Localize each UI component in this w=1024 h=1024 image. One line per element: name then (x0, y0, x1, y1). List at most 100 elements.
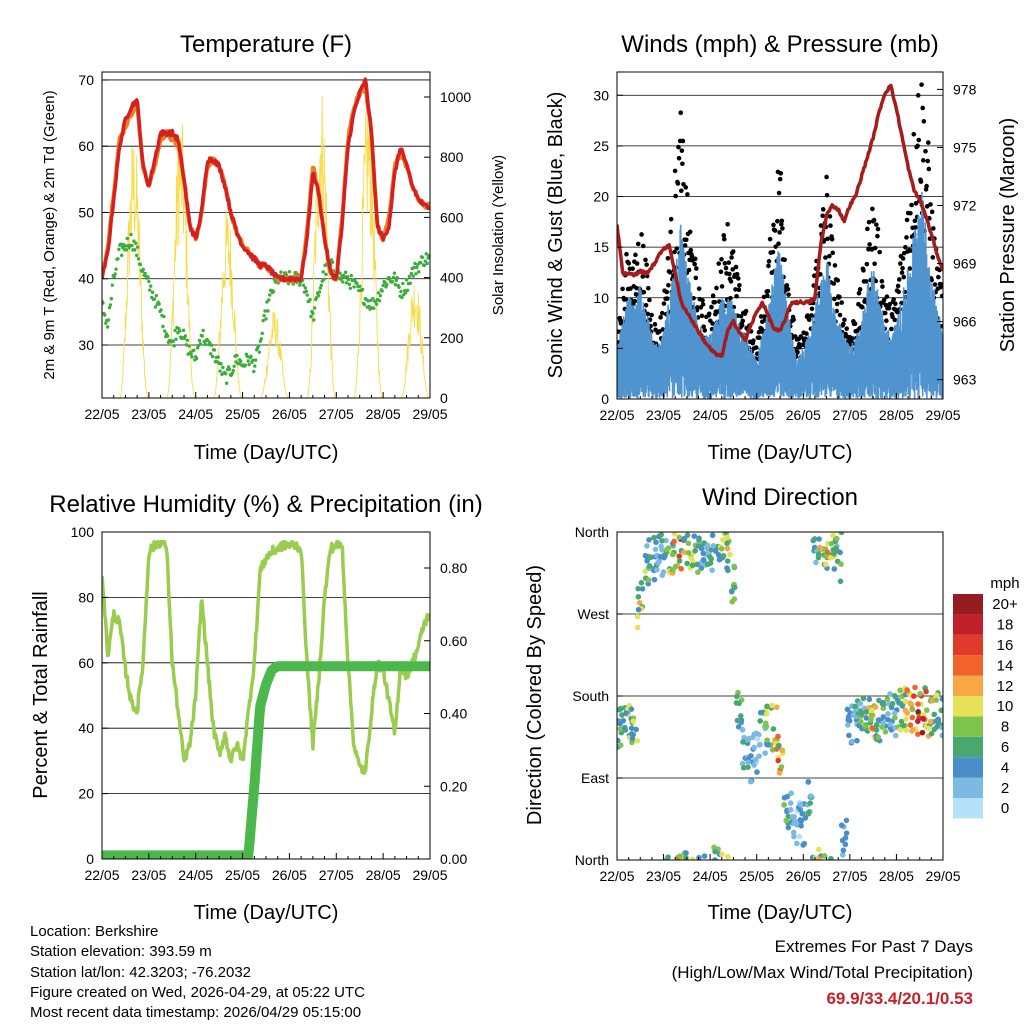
gust-point (930, 255, 936, 260)
dewpoint-point (261, 318, 265, 323)
gust-point (692, 261, 697, 267)
gust-point (630, 266, 635, 271)
wind-direction-point (935, 717, 942, 724)
gust-point (809, 306, 815, 312)
gust-point (701, 324, 706, 330)
gust-point (737, 282, 742, 288)
gust-point (723, 265, 729, 271)
wind-direction-point (911, 693, 917, 699)
wind-direction-point (775, 757, 782, 764)
wind-direction-point (691, 533, 698, 539)
wind-direction-point (623, 710, 629, 716)
gust-point (824, 192, 830, 198)
wind-direction-x-tick-label: 23/05 (646, 868, 681, 884)
legend-swatch (953, 777, 983, 798)
gust-point (668, 216, 674, 222)
wind-direction-point (802, 815, 809, 821)
dewpoint-point (411, 274, 415, 278)
humidity-x-tick-label: 25/05 (225, 867, 260, 883)
wind-direction-point (684, 532, 691, 538)
winds-title: Winds (mph) & Pressure (mb) (621, 31, 938, 58)
wind-direction-point (788, 790, 795, 797)
wind-direction-point (663, 537, 669, 544)
dewpoint-point (130, 243, 134, 248)
gust-point (689, 253, 695, 259)
total-precipitation-line (102, 661, 430, 859)
wind-direction-point (909, 714, 916, 721)
winds-y-right-tick-label: 966 (953, 314, 977, 330)
wind-direction-point (724, 540, 730, 547)
wind-direction-point (745, 759, 751, 766)
winds-x-tick-label: 25/05 (739, 407, 774, 423)
temperature-y-right-tick-label: 200 (440, 330, 464, 346)
gust-point (714, 285, 719, 291)
dewpoint-point (420, 255, 425, 260)
extremes-title: Extremes For Past 7 Days (774, 937, 973, 956)
wind-direction-point (754, 769, 760, 775)
wind-direction-point (816, 856, 823, 860)
legend-label: 16 (997, 637, 1014, 654)
wind-direction-point (839, 852, 846, 858)
humidity-x-tick-label: 24/05 (178, 867, 213, 883)
gust-point (702, 328, 708, 333)
dewpoint-point (305, 293, 309, 297)
legend-swatch (953, 594, 983, 615)
wind-direction-point (683, 850, 689, 856)
wind-direction-point (642, 568, 649, 575)
gust-point (908, 210, 913, 216)
wind-direction-point (915, 718, 921, 725)
dewpoint-point (178, 329, 182, 333)
wind-direction-y-tick-label: West (577, 606, 609, 622)
wind-direction-point (866, 696, 873, 703)
dewpoint-point (117, 247, 121, 252)
gust-point (710, 321, 715, 326)
wind-direction-point (933, 697, 940, 703)
wind-direction-point (700, 550, 707, 557)
temperature-x-tick-label: 28/05 (366, 406, 401, 422)
gust-point (879, 278, 885, 284)
dewpoint-point (343, 275, 347, 280)
dewpoint-point (360, 287, 365, 292)
dewpoint-point (321, 270, 325, 274)
gust-point (896, 289, 901, 295)
humidity-x-tick-label: 27/05 (319, 867, 354, 883)
gust-point (895, 283, 901, 289)
wind-direction-point (642, 552, 649, 559)
wind-direction-point (746, 736, 752, 742)
plot-area (102, 77, 430, 398)
wind-direction-point (731, 584, 738, 591)
wind-direction-point (698, 565, 705, 571)
wind-direction-point (902, 716, 909, 722)
dewpoint-point (262, 313, 266, 318)
wind-direction-point (909, 727, 916, 733)
gust-point (652, 322, 658, 327)
dewpoint-point (346, 277, 351, 282)
dewpoint-point (268, 293, 272, 297)
gust-point (716, 261, 722, 266)
gust-point (765, 293, 770, 298)
dewpoint-point (422, 263, 427, 268)
wind-direction-x-tick-label: 24/05 (693, 868, 728, 884)
gust-point (775, 218, 780, 224)
wind-direction-point (892, 714, 898, 721)
wind-direction-point (734, 693, 740, 700)
wind-direction-point (776, 770, 783, 776)
gust-point (672, 168, 678, 174)
wind-direction-point (787, 800, 794, 806)
gust-point (887, 301, 893, 307)
wind-direction-point (838, 822, 845, 829)
dewpoint-point (376, 291, 381, 295)
gust-point (884, 318, 889, 324)
temperature-y-tick-label: 70 (78, 72, 94, 88)
wind-direction-ylabel: Direction (Colored By Speed) (524, 565, 546, 825)
gust-point (925, 140, 931, 145)
dewpoint-point (341, 280, 345, 284)
dewpoint-point (397, 285, 401, 290)
wind-direction-point (815, 846, 822, 853)
gust-point (900, 256, 906, 261)
gust-point (719, 256, 724, 262)
gust-point (644, 262, 649, 267)
wind-direction-point (628, 706, 635, 712)
gust-point (886, 305, 892, 311)
humidity-ylabel: Percent & Total Rainfall (30, 591, 52, 799)
